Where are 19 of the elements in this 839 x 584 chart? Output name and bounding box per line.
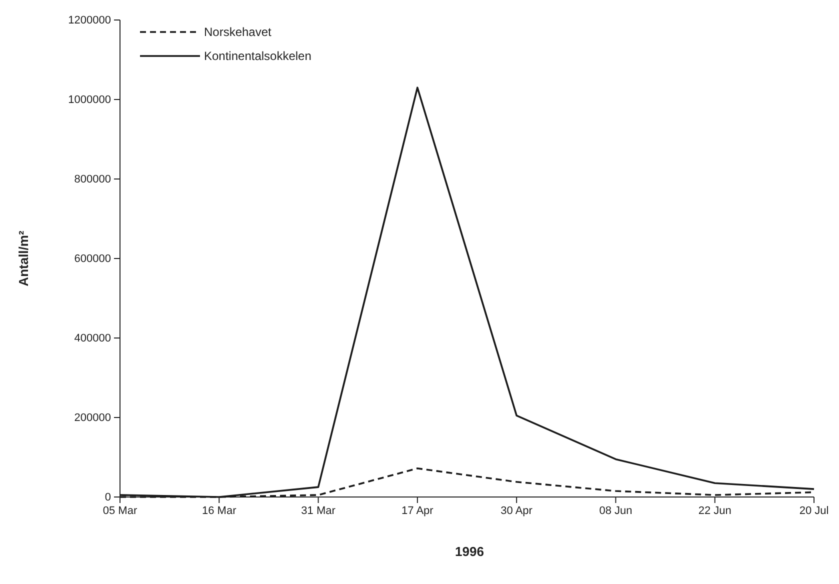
x-tick-label: 16 Mar	[202, 504, 237, 517]
y-tick-label: 1000000	[68, 94, 111, 106]
y-tick-label: 800000	[74, 174, 111, 186]
y-tick-label: 600000	[74, 253, 111, 266]
x-tick-label: 31 Mar	[301, 504, 336, 517]
y-tick-label: 400000	[74, 332, 111, 345]
legend-label: Kontinentalsokkelen	[204, 49, 312, 63]
y-axis-title: Antall/m²	[16, 230, 31, 286]
legend-label: Norskehavet	[204, 25, 272, 39]
x-tick-label: 05 Mar	[102, 504, 138, 517]
y-tick-label: 0	[104, 492, 111, 504]
x-tick-label: 22 Jun	[698, 504, 732, 517]
y-tick-label: 1200000	[68, 14, 111, 27]
x-tick-label: 17 Apr	[402, 504, 434, 517]
y-tick-label: 200000	[74, 412, 111, 424]
x-tick-label: 20 Jul	[799, 504, 829, 517]
x-tick-label: 30 Apr	[500, 504, 533, 517]
x-axis-title: 1996	[455, 544, 484, 559]
x-tick-label: 08 Jun	[599, 504, 632, 517]
